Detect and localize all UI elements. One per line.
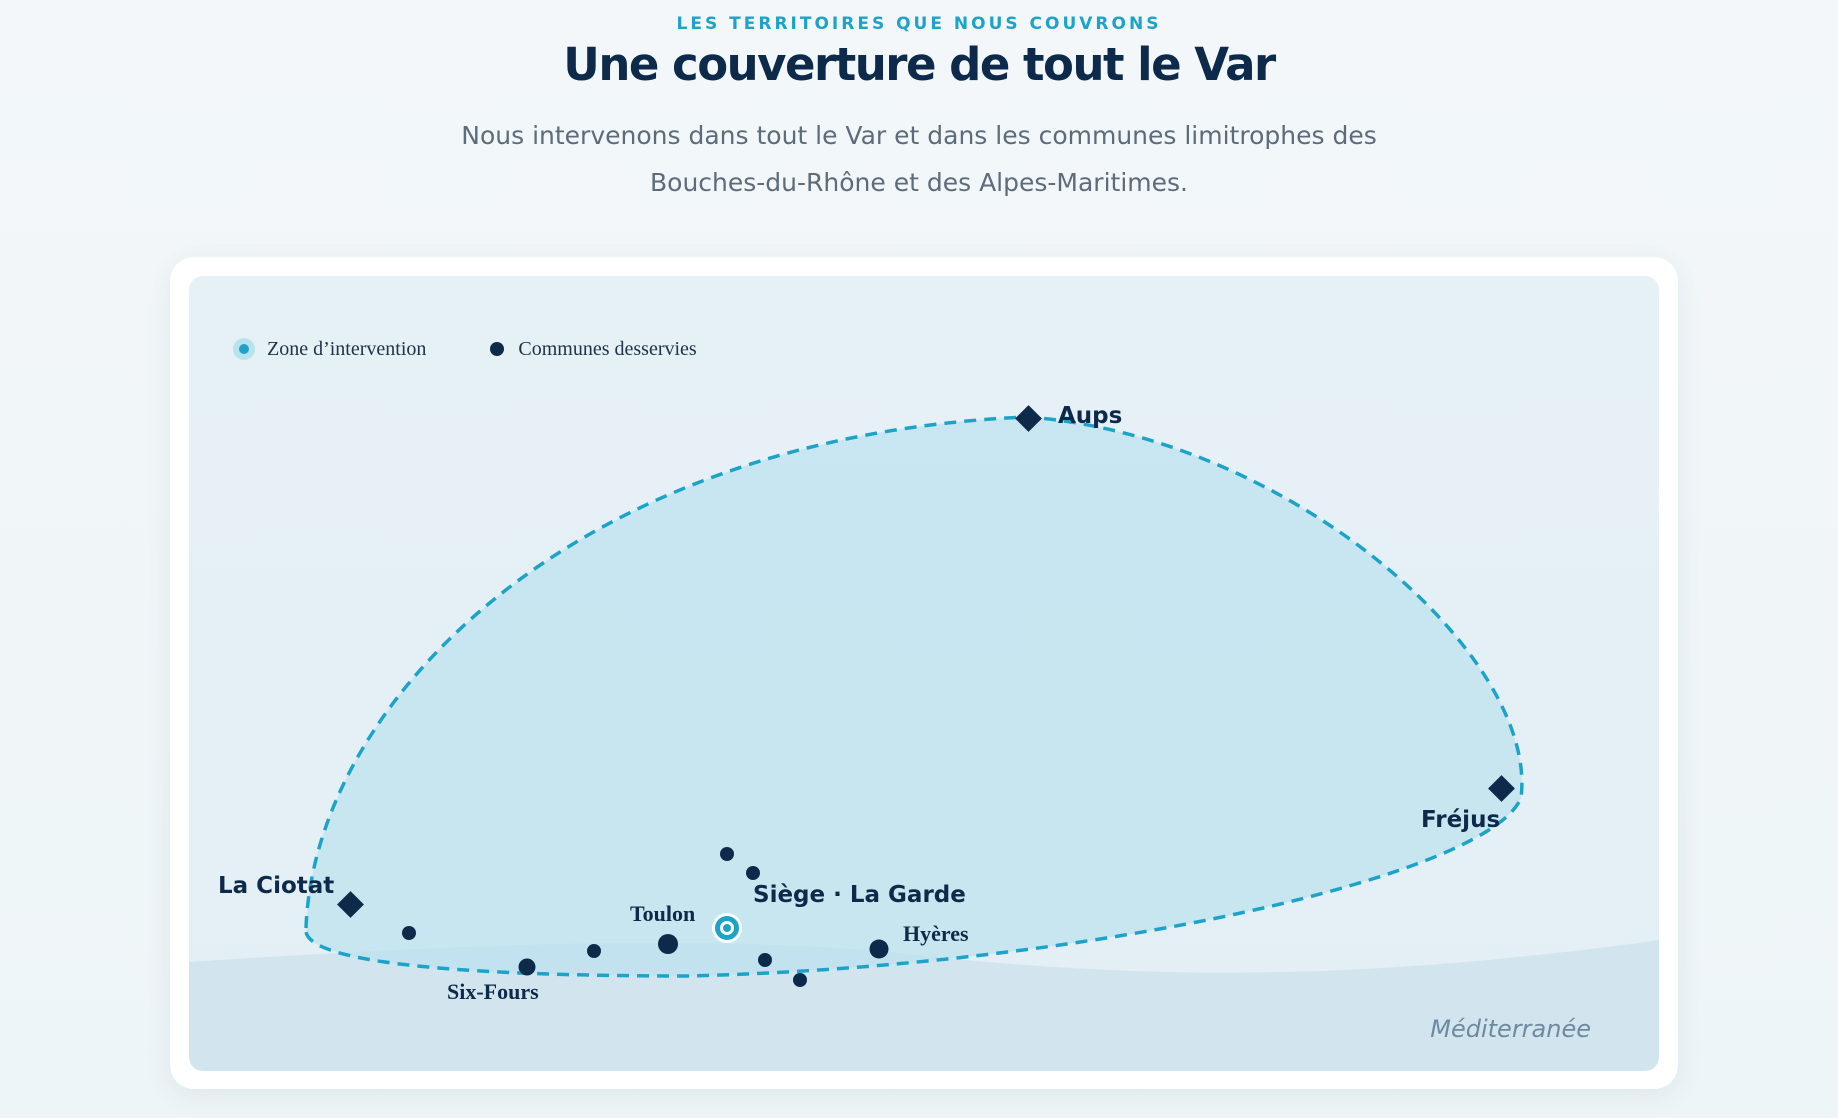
eyebrow: LES TERRITOIRES QUE NOUS COUVRONS xyxy=(676,14,1162,34)
coverage-map: Zone d’intervention Communes desservies … xyxy=(189,276,1659,1071)
map-canvas xyxy=(189,405,1659,1071)
zone-icon xyxy=(233,338,255,360)
commune-dot-toulon xyxy=(658,934,678,954)
commune-label-hyeres: Hyères xyxy=(903,921,969,946)
commune-dot-hyeres xyxy=(869,939,889,959)
town-label-aups: Aups xyxy=(1058,403,1123,429)
commune-dot xyxy=(720,847,734,861)
commune-dot xyxy=(402,926,416,940)
page-title: Une couverture de tout le Var xyxy=(563,38,1276,91)
legend-communes-label: Communes desservies xyxy=(518,337,697,360)
map-legend: Zone d’intervention Communes desservies xyxy=(233,334,757,364)
sea-label: Méditerranée xyxy=(1430,1015,1591,1043)
commune-dot xyxy=(746,866,760,880)
legend-zone-label: Zone d’intervention xyxy=(267,337,427,360)
commune-dot xyxy=(587,944,601,958)
commune-label-toulon: Toulon xyxy=(630,901,696,926)
legend-zone: Zone d’intervention xyxy=(233,338,426,361)
commune-dot xyxy=(758,953,772,967)
commune-dot-icon xyxy=(490,342,505,356)
commune-dot-six-fours xyxy=(518,958,536,976)
coverage-zone xyxy=(304,415,1524,978)
target-icon xyxy=(712,913,742,943)
page-subtitle: Nous intervenons dans tout le Var et dan… xyxy=(461,121,1377,197)
commune-dot xyxy=(793,973,807,987)
headquarters-label: Siège · La Garde xyxy=(753,882,966,908)
town-label-la-ciotat: La Ciotat xyxy=(218,873,335,899)
commune-label-six-fours: Six-Fours xyxy=(447,979,539,1004)
legend-communes: Communes desservies xyxy=(486,337,697,361)
town-label-frejus: Fréjus xyxy=(1421,807,1501,833)
